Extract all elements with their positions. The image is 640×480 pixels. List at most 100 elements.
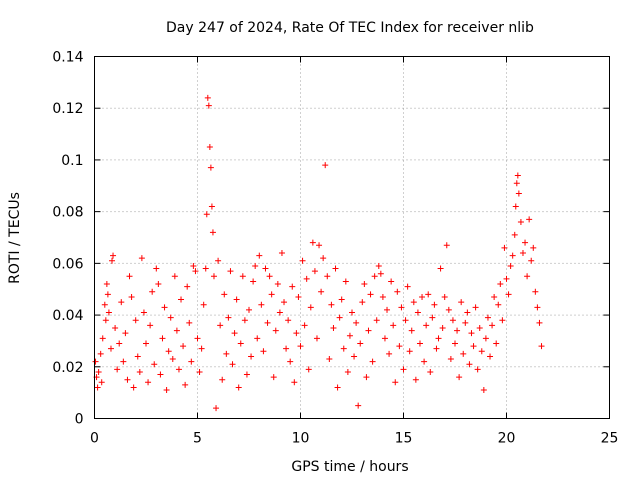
data-point <box>468 330 475 337</box>
data-point <box>225 314 232 321</box>
data-point <box>252 262 259 269</box>
data-point <box>381 335 388 342</box>
data-point <box>452 340 458 347</box>
data-point <box>501 244 508 251</box>
data-point <box>505 291 512 298</box>
data-point <box>334 384 341 391</box>
data-point <box>102 317 109 324</box>
data-point <box>369 358 376 365</box>
x-tick-label: 5 <box>193 431 202 447</box>
data-point <box>105 309 112 316</box>
data-point <box>110 252 117 259</box>
data-point <box>243 371 250 378</box>
data-point <box>512 203 519 210</box>
data-point <box>464 309 471 316</box>
data-point <box>495 301 502 308</box>
data-point <box>223 350 230 357</box>
data-point <box>462 319 469 326</box>
data-point <box>278 250 285 257</box>
data-point <box>445 306 452 313</box>
data-point <box>406 348 413 355</box>
data-point <box>414 309 421 316</box>
data-point <box>412 376 419 383</box>
data-point <box>316 242 323 249</box>
data-point <box>482 335 489 342</box>
data-point <box>499 317 506 324</box>
data-point <box>379 293 386 300</box>
data-point <box>190 262 197 269</box>
data-point <box>209 229 216 236</box>
data-point <box>307 304 314 311</box>
data-point <box>132 317 139 324</box>
data-point <box>332 265 339 272</box>
data-point <box>408 327 415 334</box>
x-tick-label: 25 <box>601 431 619 447</box>
x-tick-label: 10 <box>292 431 310 447</box>
data-point <box>530 244 537 251</box>
data-point <box>398 304 405 311</box>
data-point <box>349 309 355 316</box>
data-point <box>202 265 209 272</box>
data-point <box>371 273 378 280</box>
data-point <box>427 368 434 375</box>
data-point <box>532 288 539 295</box>
data-point <box>204 94 211 101</box>
data-point <box>328 301 335 308</box>
data-point <box>493 340 500 347</box>
data-point <box>281 299 288 306</box>
data-point <box>258 301 265 308</box>
data-point <box>357 340 364 347</box>
grid-layer <box>94 56 610 419</box>
data-point <box>447 356 454 363</box>
data-point <box>394 288 401 295</box>
data-point <box>392 379 399 386</box>
data-point <box>215 257 222 264</box>
data-point <box>94 384 101 391</box>
data-point <box>416 340 423 347</box>
data-point <box>182 381 189 388</box>
data-point <box>340 345 347 352</box>
data-point <box>429 314 436 321</box>
data-point <box>206 144 213 150</box>
data-point <box>410 299 417 306</box>
data-point <box>404 283 411 290</box>
data-point <box>239 273 246 280</box>
ticks-layer: 0 5 10 15 20 25 0 0.02 0.04 0.06 0.08 0.1 0.12 0.14 <box>52 50 618 447</box>
data-point <box>155 281 162 288</box>
data-point <box>367 291 374 298</box>
data-point <box>400 366 407 373</box>
data-point <box>441 293 448 300</box>
data-point <box>487 353 494 360</box>
data-point <box>260 348 267 355</box>
data-point <box>313 335 320 342</box>
data-point <box>297 343 304 350</box>
data-point <box>124 376 131 383</box>
data-point <box>188 358 195 365</box>
data-point <box>384 306 391 313</box>
data-point <box>443 242 450 249</box>
data-point <box>163 387 170 394</box>
data-point <box>198 345 205 352</box>
data-point <box>128 293 135 300</box>
data-point <box>396 343 403 350</box>
x-tick-label: 0 <box>90 431 99 447</box>
data-point <box>295 293 302 300</box>
data-point <box>324 273 331 280</box>
y-tick-label: 0.02 <box>52 360 83 376</box>
data-point <box>107 345 114 352</box>
data-point <box>109 257 116 264</box>
data-point <box>262 265 269 272</box>
data-point <box>205 102 212 109</box>
data-point <box>322 162 329 169</box>
data-point <box>402 317 409 324</box>
data-point <box>104 291 111 298</box>
data-point <box>472 304 479 311</box>
data-point <box>194 335 201 342</box>
data-point <box>287 358 294 365</box>
data-point <box>184 283 191 290</box>
data-point <box>167 314 174 321</box>
data-point <box>439 325 446 331</box>
data-point <box>449 317 456 324</box>
data-point <box>517 218 524 225</box>
